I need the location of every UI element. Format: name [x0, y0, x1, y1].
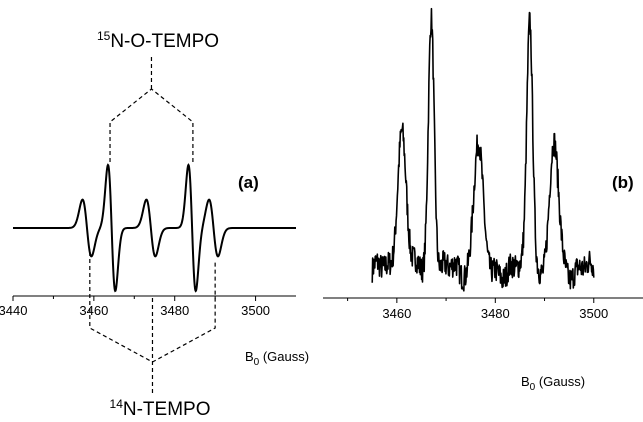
x-axis-label-b-main: B [521, 374, 530, 389]
peak-connectors-a [89, 55, 216, 395]
x-tick-label-b-0: 3460 [382, 306, 411, 321]
top-annotation-text: N-O-TEMPO [110, 31, 219, 52]
x-tick-label-a-0: 3440 [0, 303, 27, 318]
panel-label-a: (a) [238, 173, 259, 192]
x-tick-label-b-1: 3480 [481, 306, 510, 321]
panel-label-b: (b) [612, 173, 634, 192]
top-connector [109, 88, 194, 162]
x-tick-label-a-1: 3460 [79, 303, 108, 318]
x-ticks-a: 3440 3460 3480 3500 [0, 296, 270, 318]
x-axis-label-b-rest: (Gauss) [535, 374, 585, 389]
x-ticks-b: 3460 3480 3500 [347, 298, 608, 321]
x-axis-label-a-sub: 0 [254, 357, 260, 368]
x-axis-label-a: B0 (Gauss) [245, 349, 309, 368]
bottom-annotation-text: N-TEMPO [123, 399, 211, 420]
panel-a: 3440 3460 3480 3500 (a) 15N-O-TEMPO 14N-TEM… [0, 29, 309, 420]
spectrum-curve-b [371, 7, 595, 292]
panel-b: 3460 3480 3500 (b) B0 (Gauss) [323, 7, 643, 393]
x-axis-label-a-rest: (Gauss) [259, 349, 309, 364]
bottom-annotation-label: 14N-TEMPO [110, 397, 211, 420]
x-tick-label-a-3: 3500 [241, 303, 270, 318]
top-annotation-sup: 15 [97, 29, 111, 43]
top-annotation-label: 15N-O-TEMPO [97, 29, 219, 52]
x-axis-label-b: B0 (Gauss) [521, 374, 585, 393]
x-axis-label-a-main: B [245, 349, 254, 364]
x-tick-label-a-2: 3480 [160, 303, 189, 318]
bottom-annotation-sup: 14 [110, 397, 124, 411]
x-axis-label-b-sub: 0 [530, 382, 536, 393]
spectrum-curve-a [13, 163, 296, 293]
x-tick-label-b-2: 3500 [579, 306, 608, 321]
